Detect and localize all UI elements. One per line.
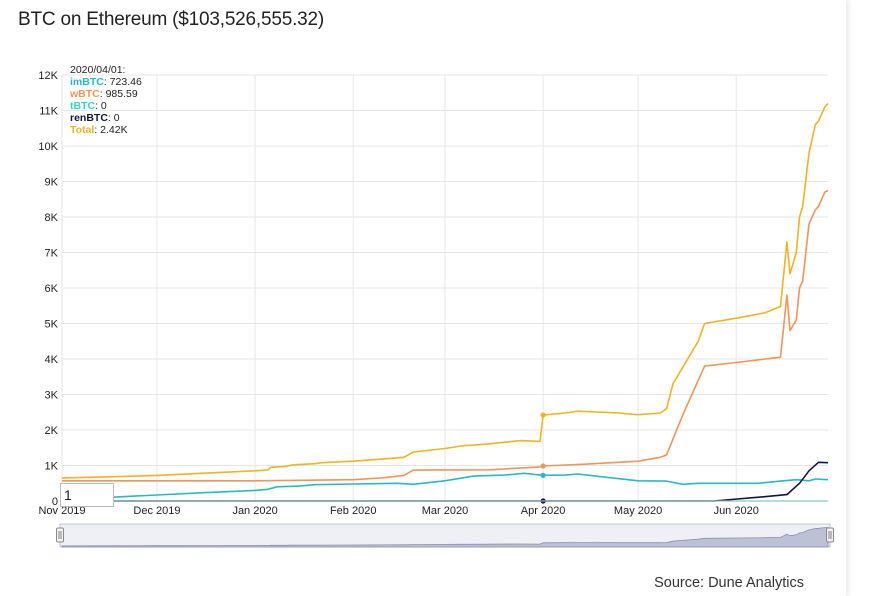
source-credit: Source: Dune Analytics xyxy=(654,575,804,591)
line-chart[interactable]: 0 1K 2K 3K 4K 5K 6K 7K 8K 9K 10K 11K 12K Nov 2019 Dec … xyxy=(0,0,846,596)
x-tick-label: Nov 2019 xyxy=(38,505,85,517)
crosshair xyxy=(540,412,546,504)
tooltip-series-name: wBTC xyxy=(69,88,100,100)
y-tick-label: 5K xyxy=(45,319,59,331)
tooltip-row-renbtc: renBTC: 0 xyxy=(70,112,120,124)
tooltip-series-value: : 0 xyxy=(108,112,120,124)
chart-title: BTC on Ethereum ($103,526,555.32) xyxy=(18,9,325,30)
tooltip-series-value: : 0 xyxy=(95,100,107,112)
tooltip-row-wbtc: wBTC: 985.59 xyxy=(69,88,138,100)
x-tick-label: Dec 2019 xyxy=(133,505,180,517)
tooltip-series-name: renBTC xyxy=(70,112,108,124)
y-tick-label: 7K xyxy=(45,248,59,260)
series-line-wbtc xyxy=(62,189,829,482)
tooltip-row-total: Total: 2.42K xyxy=(70,124,128,136)
series-line-total xyxy=(61,102,829,479)
x-tick-label: Mar 2020 xyxy=(422,505,468,517)
grid-lines xyxy=(61,74,828,501)
zoom-input[interactable] xyxy=(60,483,114,507)
crosshair-point-total xyxy=(540,412,546,418)
y-tick-label: 10K xyxy=(38,141,58,153)
tooltip-series-name: Total xyxy=(70,124,94,136)
y-tick-label: 4K xyxy=(45,354,59,366)
y-tick-label: 12K xyxy=(38,70,58,82)
crosshair-point-imbtc xyxy=(540,472,546,478)
tooltip-series-value: : 723.46 xyxy=(104,76,142,88)
axes: 0 1K 2K 3K 4K 5K 6K 7K 8K 9K 10K 11K 12K Nov 2019 Dec … xyxy=(38,70,828,517)
y-tick-label: 9K xyxy=(45,177,59,189)
navigator-handle-right[interactable] xyxy=(826,527,834,543)
handle-body xyxy=(56,527,64,543)
handle-body xyxy=(826,527,834,543)
x-tick-label: Jun 2020 xyxy=(714,505,759,517)
tooltip-series-name: imBTC xyxy=(70,76,104,88)
navigator-selection xyxy=(60,524,830,547)
y-tick-label: 6K xyxy=(45,283,59,295)
navigator-area xyxy=(61,526,829,548)
tooltip-date: 2020/04/01: xyxy=(70,64,125,76)
y-tick-label: 0 xyxy=(52,496,58,508)
y-tick-label: 1K xyxy=(45,461,59,473)
tooltip-series-name: tBTC xyxy=(70,100,95,112)
series-line-renbtc xyxy=(62,461,829,502)
tooltip-series-value: : 2.42K xyxy=(94,124,127,136)
y-tick-label: 2K xyxy=(45,425,59,437)
x-tick-label: Jan 2020 xyxy=(232,505,277,517)
crosshair-point-wbtc xyxy=(540,463,546,469)
navigator-handle-left[interactable] xyxy=(56,527,64,543)
range-navigator[interactable] xyxy=(56,523,834,548)
x-tick-label: Apr 2020 xyxy=(521,505,566,517)
tooltip-series-value: : 985.59 xyxy=(100,88,138,100)
y-tick-label: 11K xyxy=(39,106,58,118)
x-tick-label: May 2020 xyxy=(614,505,662,517)
series-line-imbtc xyxy=(61,472,829,500)
y-tick-label: 8K xyxy=(45,212,59,224)
tooltip-row-tbtc: tBTC: 0 xyxy=(70,100,107,112)
x-tick-label: Feb 2020 xyxy=(330,505,376,517)
chart-card: BTC on Ethereum ($103,526,555.32) 0 1K 2K 3… xyxy=(0,0,846,596)
y-tick-label: 3K xyxy=(45,390,59,402)
tooltip-row-imbtc: imBTC: 723.46 xyxy=(70,76,142,88)
